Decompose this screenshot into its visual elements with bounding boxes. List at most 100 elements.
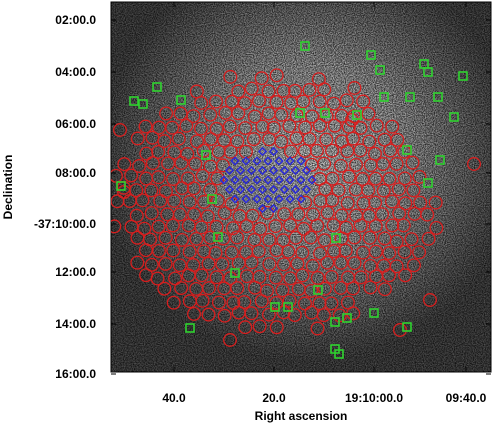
red-circle-marker	[368, 171, 383, 186]
red-circle-marker	[188, 156, 203, 171]
red-circle-marker	[429, 221, 444, 235]
red-circle-marker	[398, 268, 413, 283]
y-tick-label: 12:00.0	[55, 265, 96, 279]
y-axis-labels: 02:00.0 04:00.0 06:00.0 08:00.0 -37:10:0…	[34, 13, 96, 381]
green-square-marker	[375, 65, 385, 75]
red-circle-marker	[244, 255, 259, 270]
red-circle-marker	[194, 96, 209, 110]
red-circle-marker	[189, 231, 204, 246]
red-circle-marker	[244, 306, 259, 321]
red-circle-marker	[231, 106, 246, 121]
red-circle-marker	[376, 183, 391, 198]
red-circle-marker	[397, 171, 412, 186]
red-circle-marker	[254, 294, 269, 309]
red-circle-marker	[353, 121, 368, 135]
green-square-marker	[129, 96, 139, 106]
blue-diamond-marker	[230, 156, 240, 166]
red-circle-marker	[135, 193, 150, 208]
red-circle-marker	[187, 307, 201, 321]
red-circle-marker	[159, 106, 174, 121]
green-square-marker	[138, 99, 148, 109]
red-circle-marker	[302, 83, 317, 97]
red-circle-marker	[376, 157, 390, 172]
red-circle-marker	[334, 255, 348, 270]
red-circle-marker	[296, 221, 311, 236]
red-circle-marker	[305, 109, 320, 124]
red-circle-marker	[186, 181, 201, 196]
red-circle-marker	[377, 282, 392, 297]
green-square-marker	[176, 95, 186, 105]
blue-diamond-marker	[301, 165, 312, 176]
red-circle-marker	[269, 95, 284, 110]
red-circle-marker	[255, 119, 270, 134]
x-axis-title: Right ascension	[255, 409, 348, 423]
red-circle-marker	[312, 94, 327, 109]
red-circle-marker	[382, 171, 397, 186]
red-circle-marker	[368, 219, 383, 233]
red-circle-marker	[166, 172, 180, 186]
red-circle-marker	[295, 268, 310, 283]
red-circle-marker	[208, 246, 223, 261]
red-circle-marker	[283, 218, 298, 233]
red-circle-marker	[405, 155, 420, 170]
blue-diamond-marker	[230, 175, 240, 185]
red-circle-marker	[317, 82, 332, 97]
red-circle-marker	[361, 183, 376, 198]
red-circle-marker	[320, 205, 335, 220]
red-circle-marker	[363, 258, 378, 273]
blue-diamond-marker	[257, 184, 268, 195]
red-circle-marker	[281, 244, 296, 259]
red-circle-marker	[158, 230, 173, 245]
y-axis-title: Declination	[1, 155, 15, 220]
red-circle-marker	[237, 96, 252, 111]
red-circle-marker	[245, 208, 260, 223]
red-circle-marker	[157, 281, 172, 296]
red-circle-marker	[413, 195, 428, 210]
red-circle-marker	[151, 219, 166, 234]
red-circle-marker	[277, 257, 291, 272]
blue-diamond-marker	[235, 184, 246, 195]
red-circle-marker	[230, 134, 245, 149]
red-circle-marker	[274, 107, 289, 122]
red-circle-marker	[349, 157, 363, 172]
red-circle-marker	[339, 93, 354, 108]
red-circle-marker	[347, 256, 362, 271]
red-circle-marker	[252, 93, 266, 108]
x-tick-label: 40.0	[162, 391, 186, 405]
red-circle-marker	[223, 333, 237, 347]
blue-diamond-marker	[257, 203, 268, 214]
red-circle-marker	[113, 123, 127, 137]
red-circle-marker	[230, 230, 245, 245]
red-circle-marker	[353, 218, 368, 233]
red-circle-marker	[144, 206, 159, 221]
blue-diamond-marker	[235, 165, 246, 176]
red-circle-marker	[244, 81, 259, 96]
green-square-marker	[423, 67, 433, 77]
red-circle-marker	[194, 220, 209, 235]
red-circle-marker	[132, 159, 147, 173]
red-circle-marker	[362, 134, 377, 149]
red-circle-marker	[111, 168, 123, 183]
red-circle-marker	[340, 295, 355, 310]
red-circle-marker	[130, 131, 145, 146]
green-square-marker	[283, 302, 293, 312]
red-circle-marker	[362, 230, 377, 245]
red-circle-marker	[174, 281, 189, 295]
x-tick-label: 09:40.0	[446, 391, 487, 405]
red-circle-marker	[325, 171, 340, 186]
blue-diamond-marker	[268, 203, 279, 214]
red-circle-marker	[269, 68, 284, 83]
red-circle-marker	[385, 119, 400, 134]
y-tick-label: 14:00.0	[55, 317, 96, 331]
green-square-marker	[213, 232, 223, 242]
y-tick-label: 02:00.0	[55, 13, 96, 27]
red-circle-marker	[262, 257, 277, 271]
red-circle-marker	[324, 296, 339, 311]
red-circle-marker	[247, 109, 262, 124]
red-circle-marker	[368, 244, 383, 259]
red-circle-marker	[288, 83, 303, 98]
red-circle-marker	[324, 269, 339, 284]
red-circle-marker	[223, 69, 238, 84]
y-tick-label: 08:00.0	[55, 166, 96, 180]
blue-diamond-marker	[246, 165, 257, 176]
